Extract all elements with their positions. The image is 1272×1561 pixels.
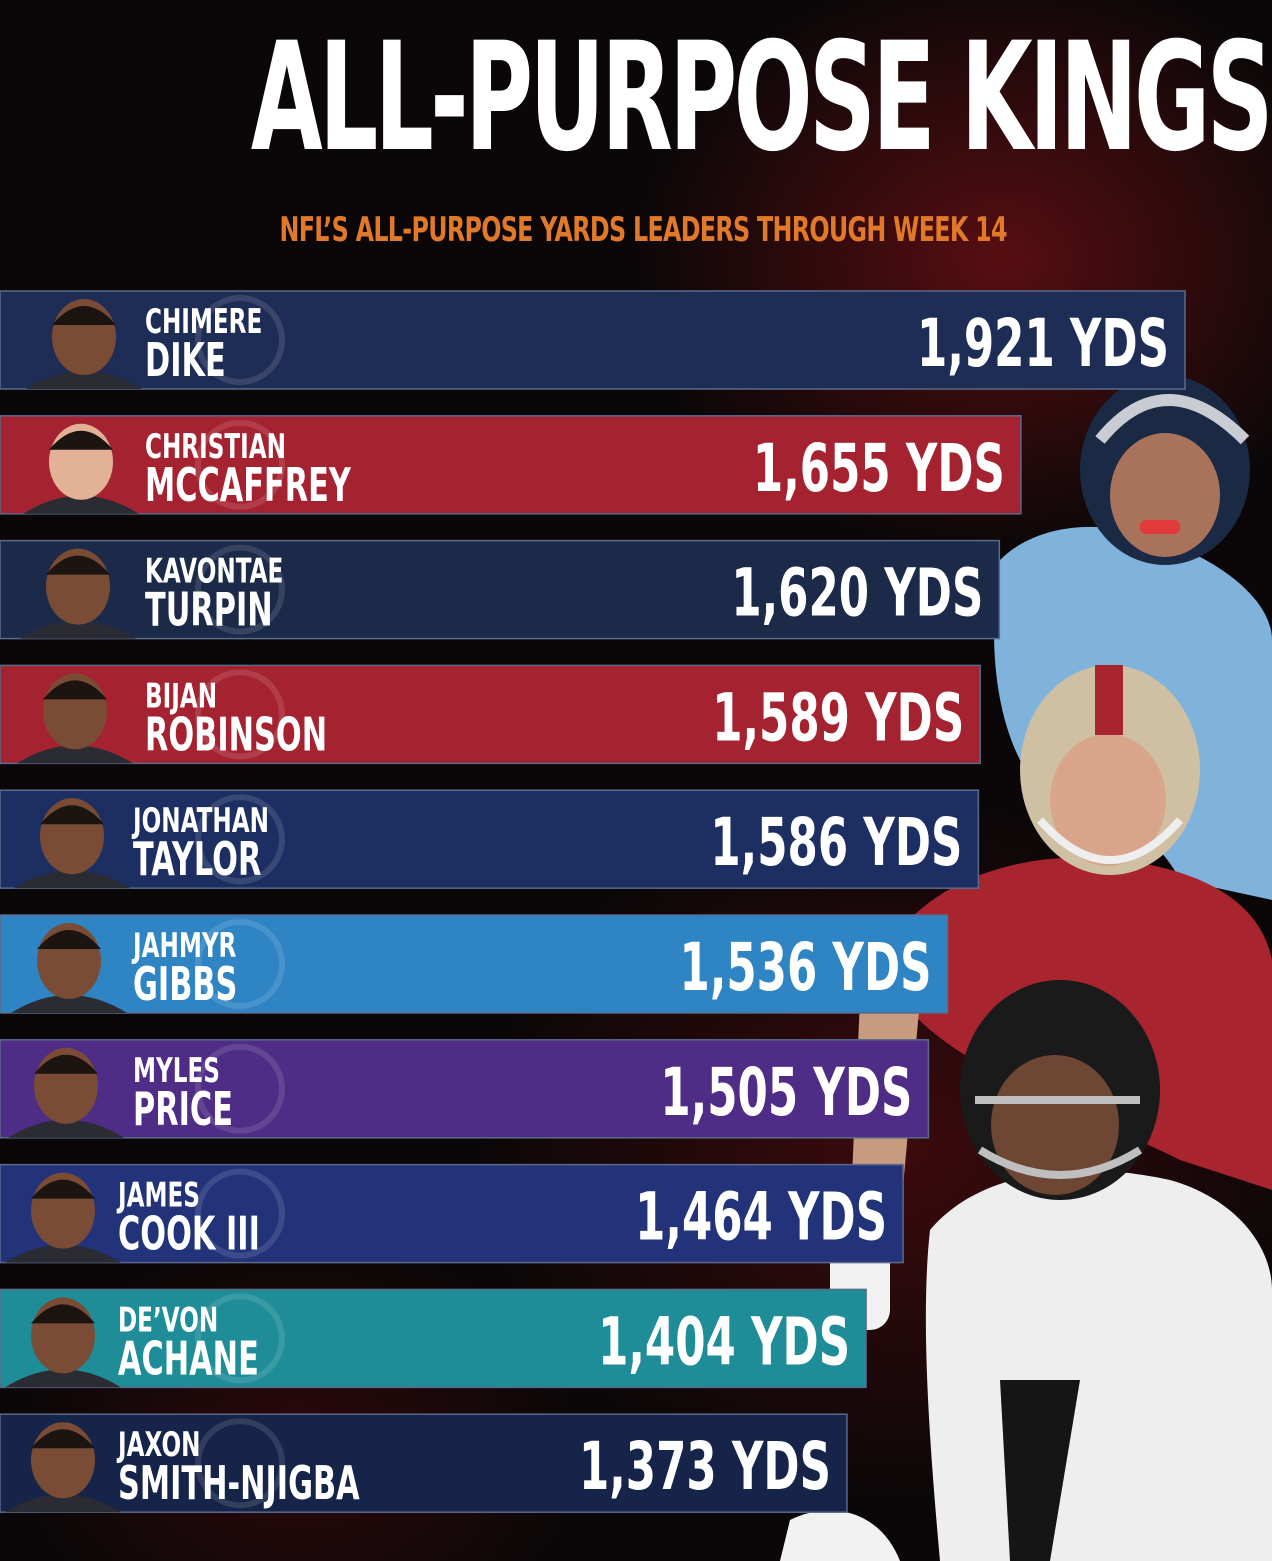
bar <box>0 1288 867 1389</box>
player-first-name: JAMES <box>116 1175 200 1215</box>
team-logo-watermark <box>195 919 285 1009</box>
player-last-name: PRICE <box>133 1083 233 1136</box>
team-logo-watermark <box>195 1043 285 1134</box>
avatar <box>23 423 139 514</box>
team-logo-watermark <box>195 669 285 760</box>
avatar <box>14 798 130 889</box>
player-first-name: KAVONTAE <box>145 551 283 591</box>
player-first-name: CHRISTIAN <box>145 426 286 466</box>
value-label: 1,404 YDS <box>598 1304 850 1381</box>
bar <box>0 290 1186 390</box>
avatar <box>8 1047 124 1138</box>
bar <box>0 1413 848 1513</box>
value-label: 1,921 YDS <box>917 306 1169 383</box>
team-logo-watermark <box>195 544 285 635</box>
player-last-name: GIBBS <box>133 959 237 1012</box>
player-first-name: JAXON <box>116 1425 200 1465</box>
bar <box>0 539 1001 640</box>
player-last-name: TURPIN <box>145 584 273 637</box>
team-logo-watermark <box>195 1168 285 1259</box>
team-logo-watermark <box>195 1418 285 1509</box>
player-last-name: MCCAFFREY <box>145 459 351 512</box>
team-logo-watermark <box>195 419 285 510</box>
page-subtitle: NFL’S ALL-PURPOSE YARDS LEADERS THROUGH … <box>279 210 1007 250</box>
bar <box>0 664 981 765</box>
value-label: 1,464 YDS <box>635 1179 887 1256</box>
player-first-name: BIJAN <box>145 676 217 716</box>
value-label: 1,655 YDS <box>753 431 1005 508</box>
bar <box>0 415 1022 515</box>
avatar <box>5 1297 121 1388</box>
avatar <box>17 673 133 764</box>
player-last-name: TAYLOR <box>133 834 261 887</box>
player-last-name: DIKE <box>145 335 226 388</box>
team-logo-watermark <box>195 295 285 385</box>
value-label: 1,505 YDS <box>660 1055 912 1132</box>
player-last-name: COOK III <box>118 1208 260 1261</box>
avatar <box>11 923 127 1013</box>
value-label: 1,373 YDS <box>579 1429 831 1506</box>
bar <box>0 914 949 1014</box>
bar <box>0 789 980 889</box>
player-last-name: SMITH-NJIGBA <box>118 1458 360 1511</box>
bar <box>0 1163 904 1264</box>
value-label: 1,620 YDS <box>731 555 983 632</box>
bar <box>0 1039 930 1139</box>
player-last-name: ACHANE <box>118 1333 259 1386</box>
avatar <box>26 299 142 389</box>
avatar <box>20 548 136 639</box>
player-last-name: ROBINSON <box>145 709 327 762</box>
avatar <box>5 1172 121 1263</box>
player-first-name: DE’VON <box>118 1300 218 1340</box>
player-first-name: CHIMERE <box>145 301 262 341</box>
value-label: 1,589 YDS <box>712 680 964 757</box>
team-logo-watermark <box>195 1293 285 1384</box>
player-first-name: JONATHAN <box>131 801 269 841</box>
player-first-name: MYLES <box>133 1050 220 1090</box>
avatar <box>5 1422 121 1513</box>
team-logo-watermark <box>195 794 285 885</box>
value-label: 1,536 YDS <box>680 930 932 1007</box>
value-label: 1,586 YDS <box>710 805 962 882</box>
player-first-name: JAHMYR <box>131 925 236 965</box>
